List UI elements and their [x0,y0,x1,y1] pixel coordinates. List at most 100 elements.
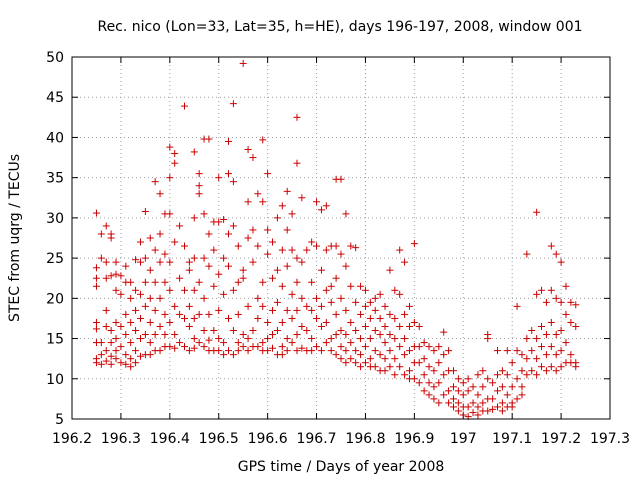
data-point [391,355,399,363]
data-point [171,302,179,310]
data-point [327,335,335,343]
data-point [464,375,472,383]
data-point [225,230,233,238]
x-tick-label: 196.3 [101,431,141,447]
data-point [166,143,174,151]
data-point [357,363,365,371]
data-point [102,274,110,282]
data-point [557,258,565,266]
data-point [322,286,330,294]
data-point [435,343,443,351]
data-point [523,355,531,363]
data-point [171,331,179,339]
data-points [92,59,580,421]
data-point [259,339,267,347]
data-point [92,282,100,290]
y-tick-label: 25 [46,251,64,267]
data-point [269,306,277,314]
data-point [97,339,105,347]
data-point [171,238,179,246]
data-point [102,306,110,314]
data-point [425,379,433,387]
data-point [195,339,203,347]
data-point [244,347,252,355]
data-point [332,351,340,359]
data-point [229,100,237,108]
data-point [386,266,394,274]
data-point [102,347,110,355]
data-point [254,314,262,322]
data-point [508,383,516,391]
data-point [225,347,233,355]
data-point [366,335,374,343]
data-point [498,407,506,415]
data-point [469,399,477,407]
data-point [180,286,188,294]
data-point [127,294,135,302]
data-point [440,351,448,359]
data-point [494,387,502,395]
data-point [547,363,555,371]
data-point [332,310,340,318]
data-point [376,351,384,359]
data-point [459,411,467,419]
y-tick-label: 50 [46,50,64,66]
data-point [415,359,423,367]
data-point [283,347,291,355]
data-point [567,318,575,326]
data-point [533,208,541,216]
data-point [449,383,457,391]
data-point [386,363,394,371]
data-point [371,294,379,302]
data-point [547,286,555,294]
data-point [220,254,228,262]
data-point [357,282,365,290]
data-point [195,278,203,286]
data-point [112,286,120,294]
data-point [180,314,188,322]
data-point [288,246,296,254]
data-point [542,367,550,375]
data-point [229,178,237,186]
data-point [151,246,159,254]
data-point [430,347,438,355]
chart-title: Rec. nico (Lon=33, Lat=35, h=HE), days 1… [97,19,582,35]
data-point [454,375,462,383]
data-point [254,343,262,351]
data-point [508,359,516,367]
data-point [425,391,433,399]
data-point [337,250,345,258]
data-point [449,395,457,403]
data-point [210,327,218,335]
data-point [136,335,144,343]
data-point [308,278,316,286]
data-point [484,335,492,343]
data-point [210,246,218,254]
data-point [259,278,267,286]
data-point [92,209,100,217]
data-point [229,327,237,335]
data-point [205,262,213,270]
data-point [474,371,482,379]
data-point [347,242,355,250]
data-point [254,190,262,198]
data-point [117,290,125,298]
data-point [342,262,350,270]
data-point [322,339,330,347]
data-point [288,314,296,322]
data-point [396,343,404,351]
x-tick-label: 196.7 [296,431,336,447]
data-point [151,306,159,314]
data-point [445,347,453,355]
data-point [127,318,135,326]
data-point [518,351,526,359]
data-point [215,306,223,314]
data-point [127,363,135,371]
data-point [151,278,159,286]
data-point [220,290,228,298]
data-point [352,298,360,306]
data-point [112,335,120,343]
data-point [166,210,174,218]
data-point [229,351,237,359]
data-point [283,262,291,270]
